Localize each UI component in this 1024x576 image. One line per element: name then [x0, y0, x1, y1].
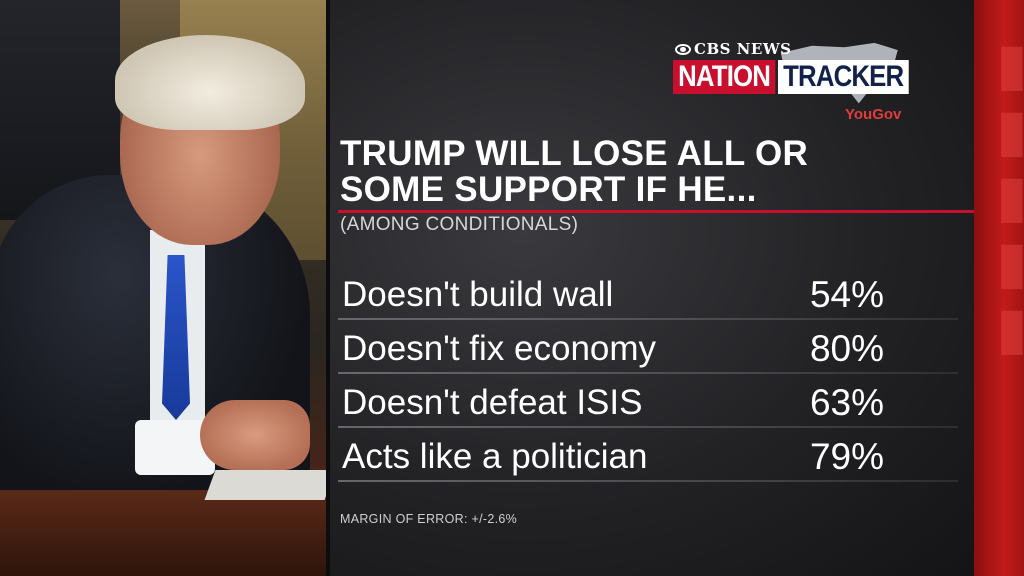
cbs-news-label: CBS NEWS: [694, 40, 792, 58]
photo-desk: [0, 490, 330, 576]
row-label: Doesn't defeat ISIS: [342, 383, 643, 422]
cbs-news-wordmark: CBS NEWS: [675, 40, 792, 58]
title-underline: [338, 210, 974, 213]
side-bar-watermark: ▮▮▮▮▮: [978, 30, 1024, 360]
table-row: Doesn't defeat ISIS 63%: [338, 376, 958, 430]
table-row: Doesn't build wall 54%: [338, 268, 958, 322]
margin-of-error-note: MARGIN OF ERROR: +/-2.6%: [340, 512, 518, 526]
signing-photo: [0, 0, 336, 576]
nation-tracker-logo: CBS NEWS NATION TRACKER YouGov: [673, 38, 913, 128]
red-side-bar: ▮▮▮▮▮: [974, 0, 1024, 576]
nation-word: NATION: [673, 60, 776, 94]
table-row: Acts like a politician 79%: [338, 430, 958, 484]
row-label: Doesn't fix economy: [342, 329, 657, 368]
photo-paper: [204, 470, 336, 500]
panel-divider: [326, 0, 330, 576]
yougov-label: YouGov: [845, 106, 902, 123]
chart-title-line-1: TRUMP WILL LOSE ALL OR: [340, 134, 809, 173]
chart-title-line-2: SOME SUPPORT IF HE...: [340, 170, 757, 209]
row-label: Doesn't build wall: [342, 275, 614, 314]
chart-title: TRUMP WILL LOSE ALL OR SOME SUPPORT IF H…: [340, 136, 960, 208]
row-value: 63%: [809, 382, 884, 423]
photo-tie: [162, 255, 190, 420]
nation-tracker-bar: NATION TRACKER: [673, 60, 929, 94]
table-row: Doesn't fix economy 80%: [338, 322, 958, 376]
photo-hair: [115, 35, 305, 130]
row-value: 80%: [809, 328, 884, 369]
row-value: 54%: [809, 274, 884, 315]
results-table: Doesn't build wall 54% Doesn't fix econo…: [338, 268, 958, 484]
chart-subtitle: (AMONG CONDITIONALS): [340, 214, 579, 235]
photo-hand: [200, 400, 310, 470]
cbs-eye-icon: [675, 43, 691, 55]
row-label: Acts like a politician: [342, 437, 648, 476]
row-value: 79%: [809, 436, 884, 477]
tracker-word: TRACKER: [777, 60, 909, 94]
